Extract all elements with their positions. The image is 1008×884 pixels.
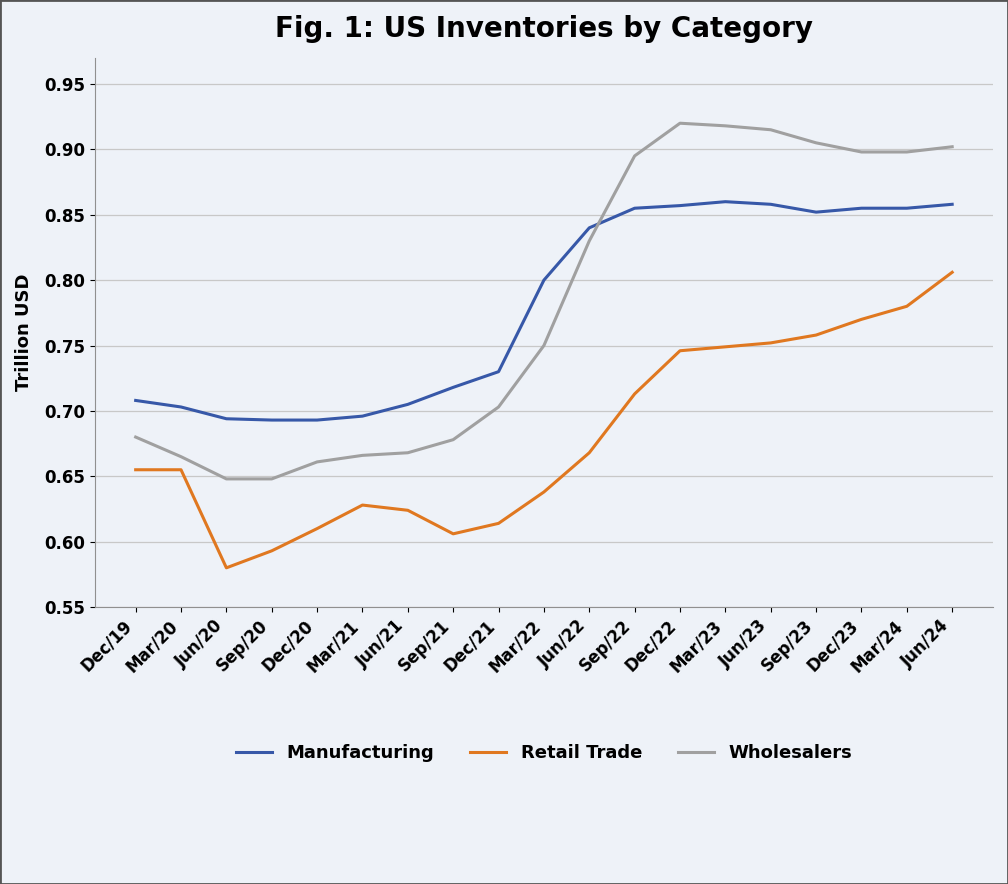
Retail Trade xyxy=(629,389,641,400)
Wholesalers xyxy=(947,141,959,152)
Wholesalers xyxy=(584,236,596,247)
Wholesalers xyxy=(765,125,777,135)
Wholesalers xyxy=(538,340,550,351)
Manufacturing xyxy=(720,196,732,207)
Title: Fig. 1: US Inventories by Category: Fig. 1: US Inventories by Category xyxy=(275,15,812,43)
Wholesalers xyxy=(266,474,278,484)
Manufacturing xyxy=(538,275,550,286)
Manufacturing xyxy=(493,366,505,377)
Wholesalers xyxy=(856,147,868,157)
Manufacturing xyxy=(810,207,823,217)
Retail Trade xyxy=(448,529,460,539)
Wholesalers xyxy=(674,118,686,128)
Manufacturing xyxy=(947,199,959,210)
Wholesalers xyxy=(720,120,732,131)
Manufacturing xyxy=(765,199,777,210)
Legend: Manufacturing, Retail Trade, Wholesalers: Manufacturing, Retail Trade, Wholesalers xyxy=(229,737,860,769)
Wholesalers xyxy=(493,401,505,412)
Manufacturing xyxy=(584,223,596,233)
Retail Trade xyxy=(402,505,414,515)
Manufacturing xyxy=(402,399,414,409)
Y-axis label: Trillion USD: Trillion USD xyxy=(15,274,33,392)
Manufacturing xyxy=(357,411,369,422)
Manufacturing xyxy=(130,395,142,406)
Wholesalers xyxy=(448,434,460,445)
Line: Manufacturing: Manufacturing xyxy=(136,202,953,420)
Manufacturing xyxy=(311,415,324,425)
Retail Trade xyxy=(130,464,142,475)
Wholesalers xyxy=(901,147,913,157)
Wholesalers xyxy=(175,452,187,462)
Retail Trade xyxy=(493,518,505,529)
Retail Trade xyxy=(856,314,868,324)
Manufacturing xyxy=(674,201,686,211)
Manufacturing xyxy=(221,414,233,424)
Manufacturing xyxy=(901,203,913,214)
Retail Trade xyxy=(810,330,823,340)
Retail Trade xyxy=(311,523,324,534)
Retail Trade xyxy=(720,341,732,352)
Line: Retail Trade: Retail Trade xyxy=(136,272,953,568)
Line: Wholesalers: Wholesalers xyxy=(136,123,953,479)
Retail Trade xyxy=(175,464,187,475)
Retail Trade xyxy=(947,267,959,278)
Manufacturing xyxy=(448,382,460,392)
Manufacturing xyxy=(856,203,868,214)
Wholesalers xyxy=(311,457,324,468)
Retail Trade xyxy=(266,545,278,556)
Wholesalers xyxy=(221,474,233,484)
Wholesalers xyxy=(357,450,369,461)
Retail Trade xyxy=(674,346,686,356)
Wholesalers xyxy=(629,150,641,161)
Wholesalers xyxy=(130,431,142,442)
Wholesalers xyxy=(402,447,414,458)
Retail Trade xyxy=(357,499,369,510)
Retail Trade xyxy=(538,487,550,498)
Retail Trade xyxy=(584,447,596,458)
Manufacturing xyxy=(629,203,641,214)
Retail Trade xyxy=(765,338,777,348)
Retail Trade xyxy=(221,562,233,573)
Wholesalers xyxy=(810,138,823,149)
Manufacturing xyxy=(175,401,187,412)
Retail Trade xyxy=(901,301,913,311)
Manufacturing xyxy=(266,415,278,425)
